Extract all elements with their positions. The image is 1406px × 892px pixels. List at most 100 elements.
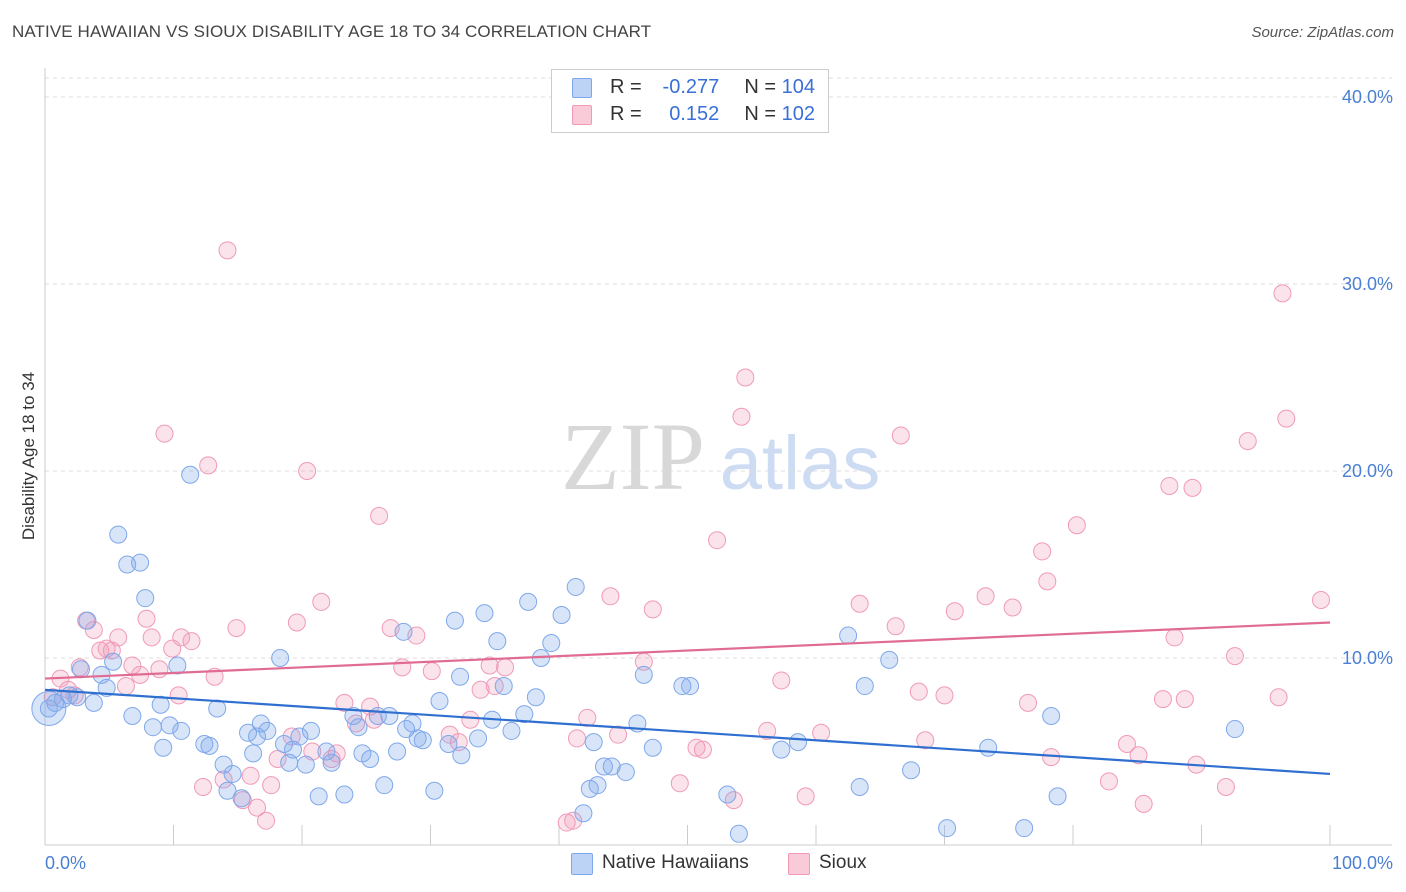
native-hawaiian-point	[131, 553, 150, 572]
sioux-point	[1238, 432, 1257, 451]
native-hawaiian-point	[789, 733, 808, 752]
watermark-atlas: atlas	[720, 421, 881, 506]
native-hawaiian-point	[673, 677, 692, 696]
sioux-point	[214, 770, 233, 789]
sioux-point	[601, 587, 620, 606]
sioux-point	[670, 774, 689, 793]
native-hawaiian-point	[634, 665, 653, 684]
native-hawaiian-point	[136, 589, 155, 608]
axes	[44, 68, 1392, 846]
sioux-point	[142, 628, 161, 647]
native-hawaiian-point	[839, 626, 858, 645]
sioux-point	[609, 725, 628, 744]
y-axis-label: Disability Age 18 to 34	[19, 372, 38, 540]
native-hawaiian-point	[271, 649, 290, 667]
x-tick-label-max: 100.0%	[1332, 853, 1393, 873]
native-hawaiian-point	[361, 749, 380, 768]
bottom-legend-swatch-blue	[571, 853, 593, 875]
native-hawaiian-point	[335, 785, 354, 804]
trend-lines	[44, 621, 1331, 776]
native-hawaiian-point	[938, 819, 957, 838]
native-hawaiian-point	[349, 718, 368, 737]
y-tick-label: 20.0%	[1342, 461, 1393, 481]
native-hawaiian-point	[574, 804, 593, 823]
native-hawaiian-point	[584, 733, 603, 752]
native-hawaiian-point	[880, 650, 899, 669]
sioux-point	[116, 677, 135, 696]
sioux-point	[935, 686, 954, 705]
sioux-trend-line	[44, 621, 1331, 680]
sioux-point	[567, 729, 586, 748]
sioux-point	[227, 619, 246, 638]
sioux-point	[1099, 772, 1118, 791]
bottom-legend-label: Sioux	[819, 852, 867, 873]
watermark: ZIP atlas	[561, 403, 880, 510]
sioux-point	[172, 628, 191, 647]
legend: R = -0.277 N = 104 R = 0.152 N = 102	[551, 69, 829, 133]
native-hawaiian-point	[301, 721, 320, 740]
native-hawaiian-point	[223, 764, 242, 783]
native-hawaiian-point	[200, 736, 219, 755]
native-hawaiian-point	[718, 785, 737, 804]
sioux-point	[557, 813, 576, 832]
chart-title: NATIVE HAWAIIAN VS SIOUX DISABILITY AGE …	[12, 22, 652, 41]
sioux-point	[150, 660, 169, 679]
sioux-point	[335, 693, 354, 712]
sioux-point	[287, 613, 306, 632]
legend-n-label: N =	[744, 103, 777, 125]
native-hawaiian-point	[309, 787, 328, 806]
native-hawaiian-point	[123, 706, 142, 725]
native-hawaiian-point	[425, 781, 444, 800]
y-tick-label: 10.0%	[1342, 648, 1393, 668]
sioux-point	[976, 587, 995, 606]
sioux-point	[370, 506, 389, 525]
native-hawaiian-point	[375, 776, 394, 795]
native-hawaiian-point	[275, 735, 294, 754]
sioux-point	[393, 658, 412, 677]
native-hawaiian-point	[109, 525, 128, 544]
source-label: Source: ZipAtlas.com	[1251, 24, 1394, 41]
native-hawaiian-point	[488, 632, 507, 651]
legend-swatch-pink	[572, 105, 592, 125]
sioux-point	[109, 628, 128, 647]
sioux-point	[945, 602, 964, 621]
sioux-point	[732, 407, 751, 426]
sioux-point	[643, 600, 662, 619]
sioux-point	[422, 662, 441, 681]
native-hawaiian-point	[1042, 706, 1061, 725]
native-hawaiian-point	[494, 677, 513, 696]
native-hawaiian-point	[172, 721, 191, 740]
y-tick-label: 30.0%	[1342, 274, 1393, 294]
sioux-point	[84, 620, 103, 639]
native-hawaiian-point	[290, 727, 309, 746]
sioux-point	[708, 531, 727, 550]
legend-r-value: 0.152	[669, 103, 720, 125]
sioux-point	[1038, 572, 1057, 591]
sioux-point	[812, 723, 831, 742]
sioux-point	[480, 656, 499, 675]
sioux-point	[496, 658, 515, 677]
legend-swatch-blue	[572, 78, 592, 98]
native-hawaiian-point	[413, 731, 432, 750]
native-hawaiian-point	[232, 789, 251, 808]
native-hawaiian-point	[154, 738, 173, 757]
legend-n-value: 102	[781, 103, 815, 125]
sioux-points	[43, 241, 1331, 832]
sioux-point	[1003, 598, 1022, 617]
sioux-point	[471, 680, 490, 699]
sioux-point	[886, 617, 905, 636]
sioux-point	[693, 740, 712, 759]
sioux-point	[1312, 591, 1331, 610]
sioux-point	[1117, 735, 1136, 754]
y-tick-label: 40.0%	[1342, 87, 1393, 107]
sioux-point	[241, 766, 260, 785]
sioux-point	[916, 731, 935, 750]
native-hawaiian-point	[502, 721, 521, 740]
native-hawaiian-point	[97, 678, 116, 697]
sioux-point	[1277, 409, 1296, 428]
sioux-point	[891, 426, 910, 445]
native-hawaiian-point	[160, 716, 179, 735]
legend-r-label: R =	[610, 103, 642, 125]
native-hawaiian-point	[214, 755, 233, 774]
